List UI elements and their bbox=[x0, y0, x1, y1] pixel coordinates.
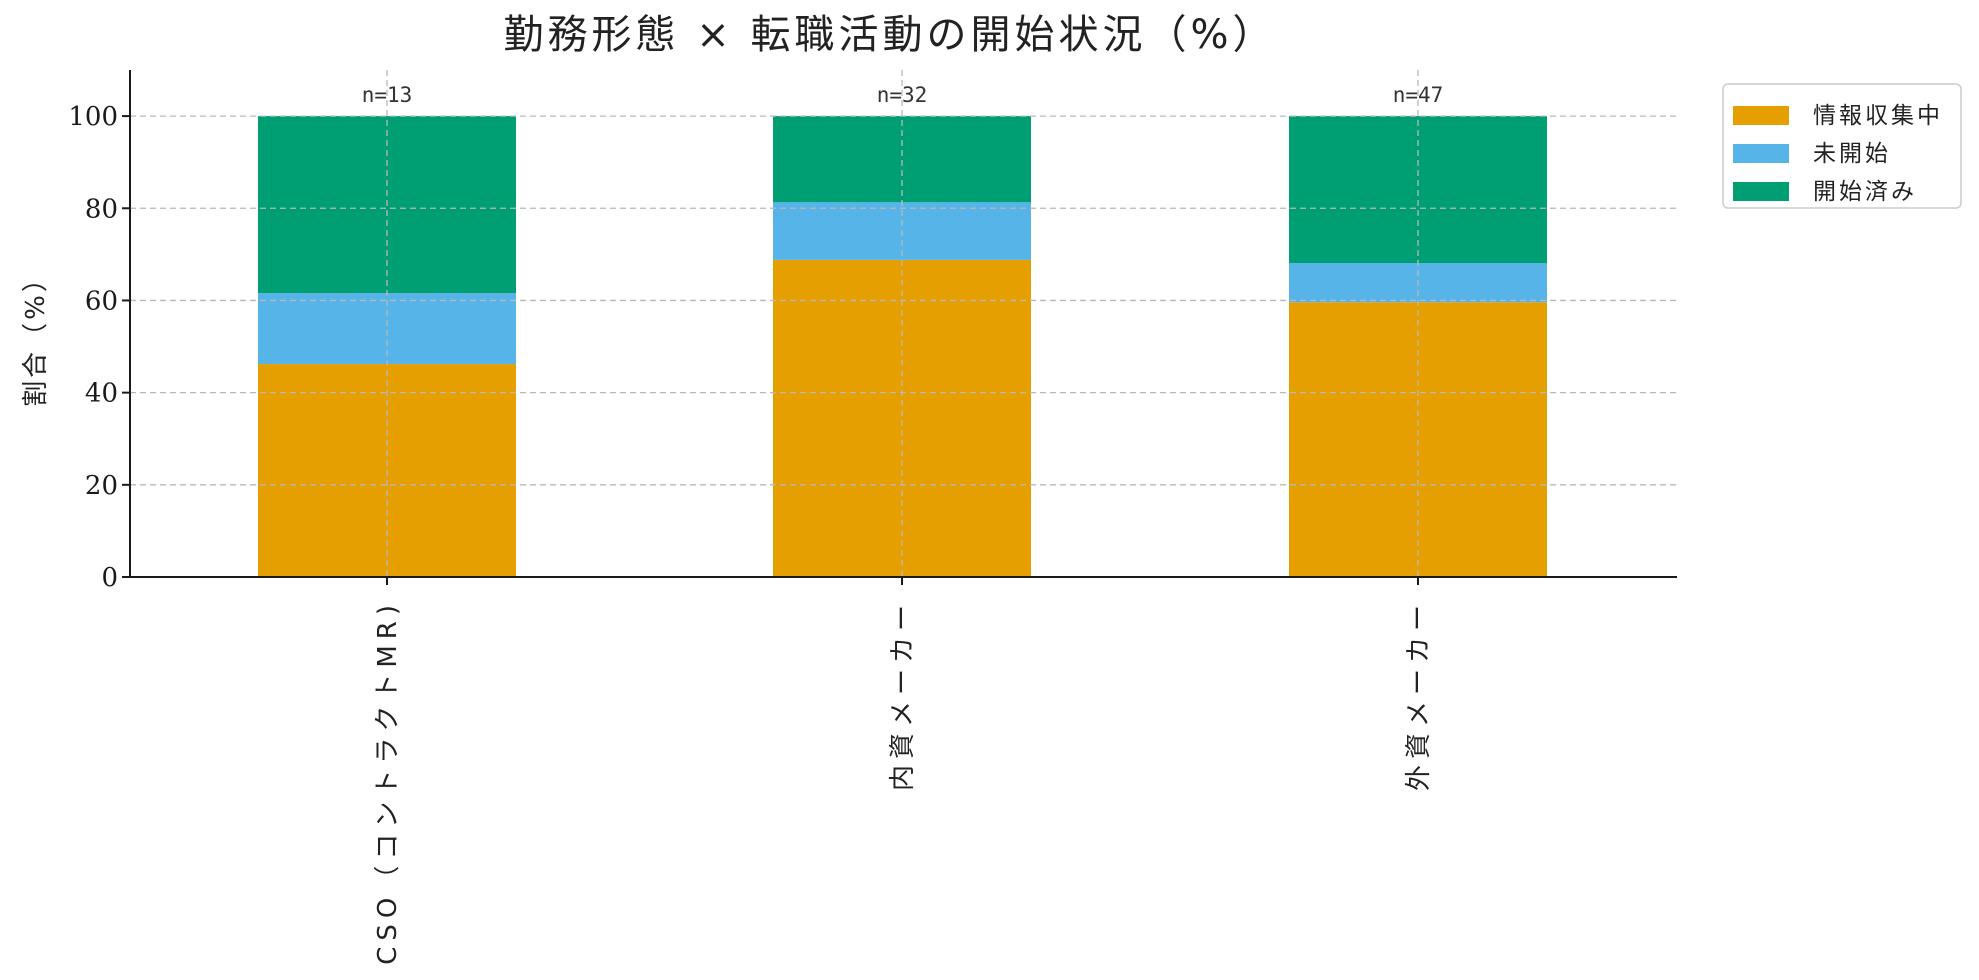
legend-label: 未開始 bbox=[1813, 141, 1891, 167]
legend-label: 開始済み bbox=[1813, 179, 1917, 205]
chart-title: 勤務形態 × 転職活動の開始状況（%） bbox=[504, 12, 1277, 58]
x-category-label: CSO（コントラクトMR) bbox=[373, 599, 403, 965]
sample-size-label: n=32 bbox=[877, 83, 928, 107]
sample-size-label: n=13 bbox=[362, 83, 413, 107]
legend-label: 情報収集中 bbox=[1813, 103, 1943, 129]
bar-segment bbox=[773, 259, 1031, 577]
plot-area: 0 20 40 60 80 100 CSO（コントラクトMR) n=13 内資メーカー n=32 外… bbox=[68, 70, 1677, 965]
x-category-label: 外資メーカー bbox=[1404, 599, 1434, 791]
bar-segment bbox=[773, 116, 1031, 203]
y-tick-label: 60 bbox=[85, 286, 118, 316]
y-tick-label: 40 bbox=[85, 379, 118, 409]
legend-swatch bbox=[1733, 182, 1789, 201]
sample-size-label: n=47 bbox=[1393, 83, 1444, 107]
y-tick-label: 0 bbox=[101, 563, 118, 593]
y-tick-label: 20 bbox=[85, 471, 118, 501]
y-axis-label: 割合（%） bbox=[21, 263, 51, 407]
legend-swatch bbox=[1733, 106, 1789, 125]
y-tick-label: 100 bbox=[68, 102, 118, 132]
legend-swatch bbox=[1733, 144, 1789, 163]
x-category-label: 内資メーカー bbox=[888, 599, 918, 791]
y-tick-label: 80 bbox=[85, 194, 118, 224]
